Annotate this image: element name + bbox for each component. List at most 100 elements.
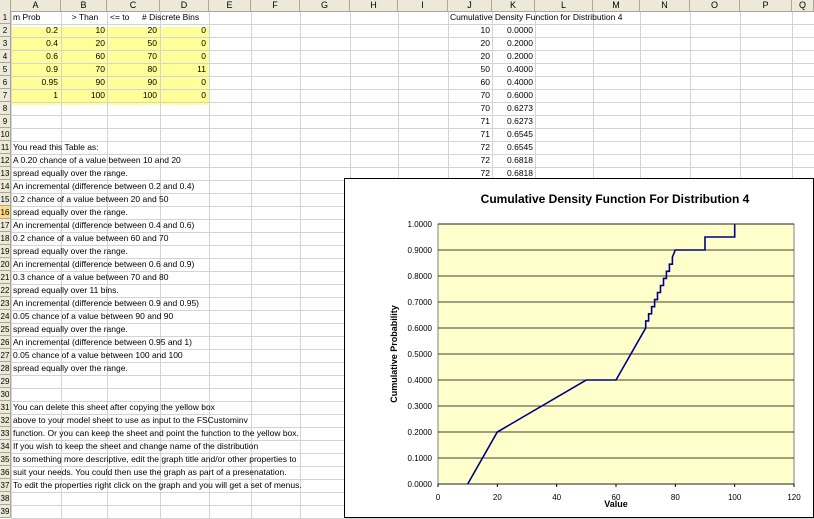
row-header-7[interactable]: 7 (0, 89, 11, 102)
table-prob[interactable]: 0.2 (46, 25, 58, 35)
table-bins[interactable]: 0 (201, 90, 206, 100)
column-header-b[interactable]: B (61, 0, 107, 11)
table-less-equal[interactable]: 80 (147, 64, 157, 74)
row-header-19[interactable]: 19 (0, 245, 11, 258)
table-prob[interactable]: 1 (53, 90, 58, 100)
table-less-equal[interactable]: 100 (142, 90, 157, 100)
cdf-value[interactable]: 50 (480, 64, 490, 74)
table-less-equal[interactable]: 90 (147, 77, 157, 87)
column-header-n[interactable]: N (640, 0, 690, 11)
row-header-33[interactable]: 33 (0, 427, 11, 440)
header-min-prob[interactable]: m Prob (13, 12, 41, 22)
table-greater-than[interactable]: 20 (95, 38, 105, 48)
column-header-o[interactable]: O (690, 0, 740, 11)
table-greater-than[interactable]: 60 (95, 51, 105, 61)
row-header-36[interactable]: 36 (0, 466, 11, 479)
table-less-equal[interactable]: 20 (147, 25, 157, 35)
note-line[interactable]: A 0.20 chance of a value between 10 and … (13, 155, 181, 165)
row-header-38[interactable]: 38 (0, 492, 11, 505)
cdf-value[interactable]: 72 (480, 142, 490, 152)
cdf-probability[interactable]: 0.4000 (507, 64, 533, 74)
instruction-line[interactable]: function. Or you can keep the sheet and … (13, 428, 299, 438)
instruction-line[interactable]: To edit the properties right click on th… (13, 480, 302, 490)
row-header-4[interactable]: 4 (0, 50, 11, 63)
row-header-17[interactable]: 17 (0, 219, 11, 232)
cdf-probability[interactable]: 0.6273 (507, 116, 533, 126)
header-discrete-bins[interactable]: # Discrete Bins (142, 12, 200, 22)
column-header-f[interactable]: F (251, 0, 300, 11)
cdf-value[interactable]: 10 (480, 25, 490, 35)
cdf-probability[interactable]: 0.6545 (507, 129, 533, 139)
row-header-22[interactable]: 22 (0, 284, 11, 297)
note-line[interactable]: spread equally over the range. (13, 324, 128, 334)
cdf-value[interactable]: 72 (480, 168, 490, 178)
table-less-equal[interactable]: 50 (147, 38, 157, 48)
cdf-value[interactable]: 60 (480, 77, 490, 87)
cdf-value[interactable]: 20 (480, 38, 490, 48)
cdf-probability[interactable]: 0.2000 (507, 38, 533, 48)
note-line[interactable]: spread equally over the range. (13, 207, 128, 217)
cdf-value[interactable]: 70 (480, 103, 490, 113)
cdf-value[interactable]: 70 (480, 90, 490, 100)
row-header-34[interactable]: 34 (0, 440, 11, 453)
row-header-25[interactable]: 25 (0, 323, 11, 336)
cdf-value[interactable]: 72 (480, 155, 490, 165)
table-bins[interactable]: 0 (201, 25, 206, 35)
cdf-probability[interactable]: 0.6273 (507, 103, 533, 113)
note-line[interactable]: An incremental (difference between 0.2 a… (13, 181, 195, 191)
row-header-8[interactable]: 8 (0, 102, 11, 115)
note-line[interactable]: spread equally over the range. (13, 246, 128, 256)
row-header-11[interactable]: 11 (0, 141, 11, 154)
cdf-probability[interactable]: 0.6818 (507, 168, 533, 178)
table-greater-than[interactable]: 100 (90, 90, 105, 100)
row-header-10[interactable]: 10 (0, 128, 11, 141)
cdf-probability[interactable]: 0.6545 (507, 142, 533, 152)
instruction-line[interactable]: to something more descriptive, edit the … (13, 454, 297, 464)
row-header-14[interactable]: 14 (0, 180, 11, 193)
row-header-29[interactable]: 29 (0, 375, 11, 388)
table-bins[interactable]: 0 (201, 51, 206, 61)
note-line[interactable]: spread equally over 11 bins. (13, 285, 119, 295)
cdf-value[interactable]: 71 (480, 116, 490, 126)
column-header-g[interactable]: G (300, 0, 350, 11)
table-bins[interactable]: 11 (197, 64, 206, 74)
row-header-28[interactable]: 28 (0, 362, 11, 375)
row-header-23[interactable]: 23 (0, 297, 11, 310)
table-greater-than[interactable]: 70 (95, 64, 105, 74)
header-greater-than[interactable]: > Than (71, 12, 99, 22)
row-header-30[interactable]: 30 (0, 388, 11, 401)
note-line[interactable]: spread equally over the range. (13, 363, 128, 373)
note-line[interactable]: 0.2 chance of a value between 20 and 50 (13, 194, 169, 204)
table-greater-than[interactable]: 90 (95, 77, 105, 87)
note-line[interactable]: 0.3 chance of a value between 70 and 80 (13, 272, 169, 282)
column-header-j[interactable]: J (448, 0, 492, 11)
row-header-24[interactable]: 24 (0, 310, 11, 323)
table-prob[interactable]: 0.95 (41, 77, 58, 87)
column-header-c[interactable]: C (107, 0, 160, 11)
column-header-i[interactable]: I (398, 0, 448, 11)
note-line[interactable]: 0.05 chance of a value between 90 and 90 (13, 311, 174, 321)
note-line[interactable]: An incremental (difference between 0.4 a… (13, 220, 195, 230)
table-less-equal[interactable]: 70 (147, 51, 157, 61)
row-header-1[interactable]: 1 (0, 11, 11, 24)
column-header-h[interactable]: H (350, 0, 398, 11)
row-header-32[interactable]: 32 (0, 414, 11, 427)
table-bins[interactable]: 0 (201, 77, 206, 87)
column-header-k[interactable]: K (492, 0, 535, 11)
cdf-value[interactable]: 20 (480, 51, 490, 61)
row-header-27[interactable]: 27 (0, 349, 11, 362)
cdf-probability[interactable]: 0.2000 (507, 51, 533, 61)
column-header-p[interactable]: P (740, 0, 792, 11)
row-header-2[interactable]: 2 (0, 24, 11, 37)
note-line[interactable]: You read this Table as: (13, 142, 99, 152)
header-less-equal[interactable]: <= to (110, 12, 130, 22)
cdf-probability[interactable]: 0.6000 (507, 90, 533, 100)
note-line[interactable]: An incremental (difference between 0.95 … (13, 337, 192, 347)
select-all-corner[interactable] (0, 0, 11, 11)
table-greater-than[interactable]: 10 (95, 25, 105, 35)
note-line[interactable]: 0.05 chance of a value between 100 and 1… (13, 350, 183, 360)
note-line[interactable]: 0.2 chance of a value between 60 and 70 (13, 233, 169, 243)
row-header-16[interactable]: 16 (0, 206, 11, 219)
instruction-line[interactable]: You can delete this sheet after copying … (13, 402, 215, 412)
row-header-5[interactable]: 5 (0, 63, 11, 76)
